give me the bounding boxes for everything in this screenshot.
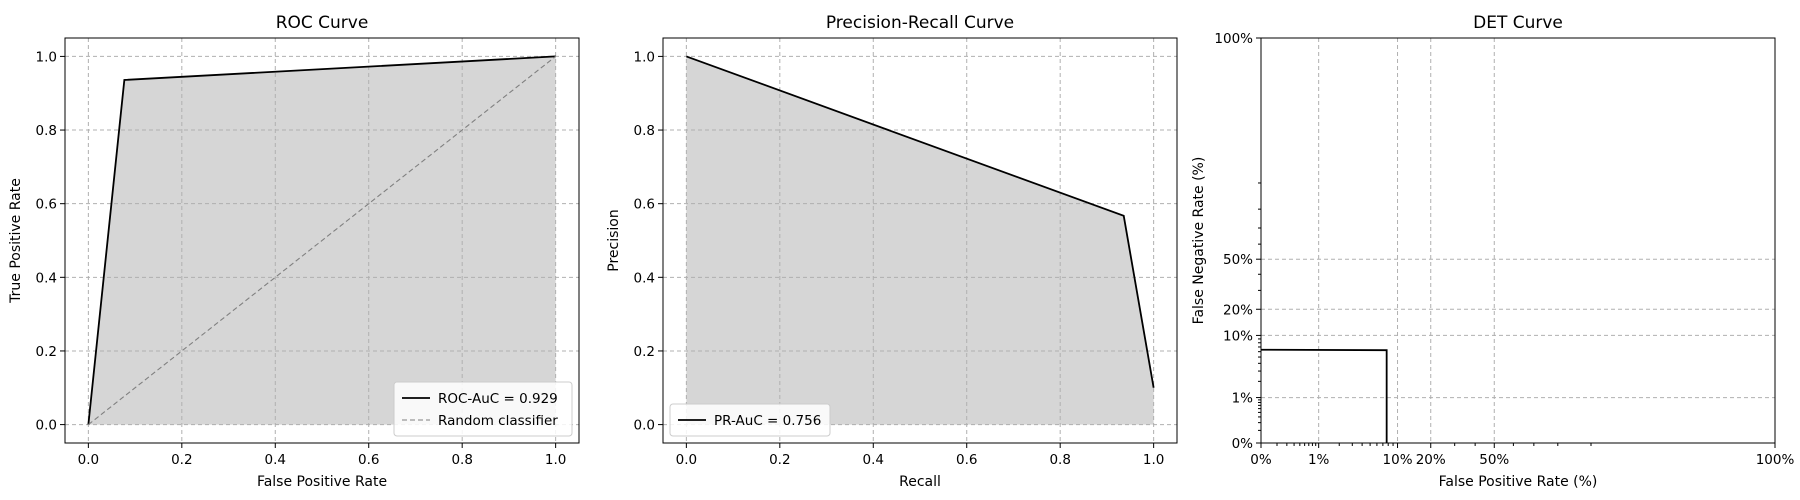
y-tick-label: 0.6 <box>36 197 57 213</box>
y-tick-label: 0.2 <box>36 344 57 360</box>
legend: PR-AuC = 0.756 <box>669 403 831 437</box>
y-tick-label: 50% <box>1223 252 1253 268</box>
y-tick-label: 0.4 <box>634 270 655 286</box>
x-tick-label: 0.0 <box>676 452 697 468</box>
y-tick-label: 0% <box>1232 436 1254 452</box>
x-tick-label: 50% <box>1479 452 1509 468</box>
series-line-1 <box>1260 348 1388 443</box>
x-tick-label: 0.8 <box>451 452 472 468</box>
legend: ROC-AuC = 0.929 Random classifier <box>393 381 573 437</box>
chart-2: 0.0 0.2 0.4 0.6 0.8 1.0 0.0 0.2 0.4 0.6 0.8 1.0 Prec… <box>606 13 1178 490</box>
y-axis-label: True Positive Rate <box>8 178 24 304</box>
series-line-2 <box>88 55 556 426</box>
plot-frame <box>662 37 1178 444</box>
chart-title: DET Curve <box>1473 13 1563 33</box>
legend-frame <box>393 381 573 437</box>
legend-label-2: Random classifier <box>438 413 558 429</box>
area-fill <box>686 56 1154 425</box>
y-tick-label: 100% <box>1214 31 1253 47</box>
x-tick-label: 10% <box>1383 452 1413 468</box>
x-tick-label: 1.0 <box>545 452 566 468</box>
y-tick-label: 0.0 <box>36 418 57 434</box>
x-tick-label: 0.8 <box>1049 452 1070 468</box>
series-line-1 <box>686 55 1155 388</box>
plot-frame <box>64 37 580 444</box>
y-tick-label: 0.2 <box>634 344 655 360</box>
y-tick-label: 1% <box>1232 391 1254 407</box>
x-tick-label: 0% <box>1250 452 1272 468</box>
y-tick-label: 0.8 <box>634 123 655 139</box>
chart-title: ROC Curve <box>276 13 369 33</box>
x-tick-label: 100% <box>1756 452 1795 468</box>
chart-3: 0% 1% 10% 20% 50% 100%0%1%10%20%50%100%DET Cu… <box>1191 13 1794 490</box>
y-tick-label: 0.4 <box>36 270 57 286</box>
series-line-1 <box>87 55 556 425</box>
y-axis-label: Precision <box>606 209 622 271</box>
chart-title: Precision-Recall Curve <box>826 13 1014 33</box>
y-tick-label: 0.8 <box>36 123 57 139</box>
y-tick-label: 1.0 <box>36 49 57 65</box>
x-axis-label: False Positive Rate (%) <box>1439 474 1598 490</box>
legend-label-1: PR-AuC = 0.756 <box>714 413 821 429</box>
x-tick-label: 1% <box>1308 452 1330 468</box>
y-tick-label: 0.0 <box>634 418 655 434</box>
y-tick-label: 1.0 <box>634 49 655 65</box>
x-tick-label: 0.4 <box>863 452 884 468</box>
y-tick-label: 10% <box>1223 328 1253 344</box>
x-tick-label: 0.4 <box>265 452 286 468</box>
legend-label-1: ROC-AuC = 0.929 <box>438 391 558 407</box>
x-axis-label: False Positive Rate <box>257 474 387 490</box>
y-tick-label: 20% <box>1223 302 1253 318</box>
y-tick-label: 0.6 <box>634 197 655 213</box>
legend-frame <box>669 403 831 437</box>
x-tick-label: 0.2 <box>171 452 192 468</box>
plot-frame <box>1260 37 1776 444</box>
x-tick-label: 0.6 <box>358 452 379 468</box>
y-axis-label: False Negative Rate (%) <box>1191 157 1207 325</box>
chart-1: 0.0 0.2 0.4 0.6 0.8 1.0 0.0 0.2 0.4 0.6 0.8 1.0 ROC … <box>8 13 580 490</box>
x-tick-label: 1.0 <box>1143 452 1164 468</box>
x-tick-label: 0.6 <box>956 452 977 468</box>
x-tick-label: 20% <box>1416 452 1446 468</box>
x-tick-label: 0.2 <box>769 452 790 468</box>
x-tick-label: 0.0 <box>78 452 99 468</box>
x-axis-label: Recall <box>899 474 941 490</box>
